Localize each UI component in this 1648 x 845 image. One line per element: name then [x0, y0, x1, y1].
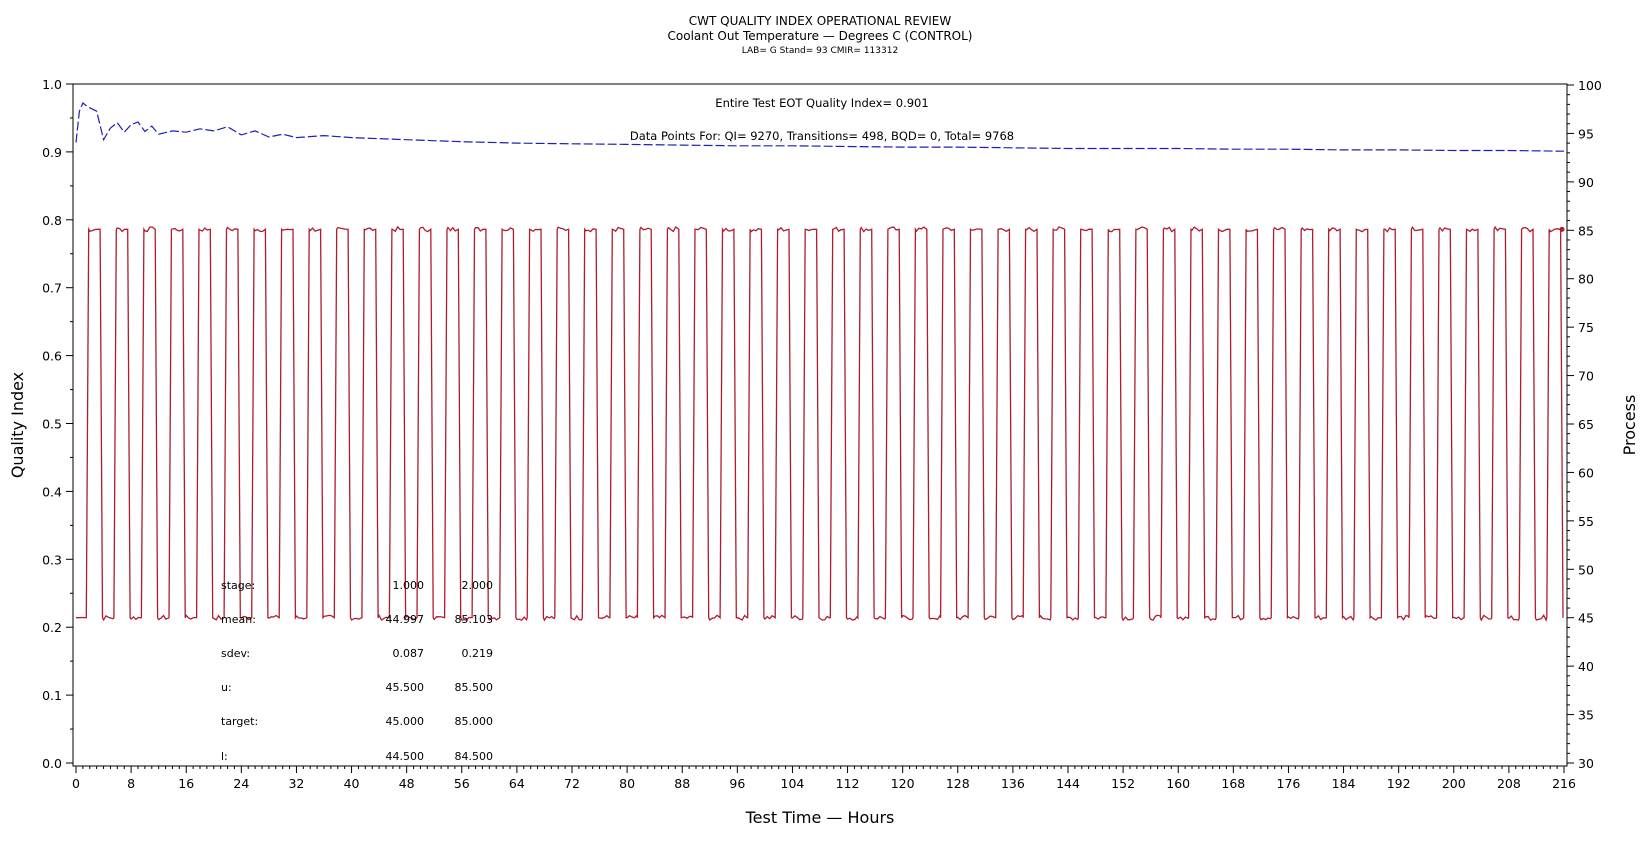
x-tick-label: 160	[1166, 776, 1190, 791]
x-tick-label: 56	[454, 776, 470, 791]
x-tick-label: 0	[72, 776, 80, 791]
y-left-tick-label: 0.8	[42, 213, 62, 228]
y-right-tick-label: 90	[1578, 175, 1594, 190]
x-tick-label: 72	[564, 776, 580, 791]
y-axis-label-left: Quality Index	[8, 372, 27, 478]
y-right-tick-label: 35	[1578, 708, 1594, 723]
stat-value-stage-2: 85.103	[455, 613, 494, 626]
y-axis-label-right: Process	[1620, 395, 1639, 456]
y-right-tick-label: 50	[1578, 562, 1594, 577]
y-right-tick-label: 75	[1578, 320, 1594, 335]
stats-table: stage: 1.000 2.000 mean: 44.997 85.103 sdev: 0.…	[221, 579, 493, 763]
x-tick-label: 216	[1552, 776, 1576, 791]
x-tick-label: 48	[399, 776, 415, 791]
y-left-tick-label: 0.2	[42, 620, 62, 635]
x-axis-label: Test Time — Hours	[745, 808, 895, 827]
stat-label: sdev:	[221, 647, 250, 660]
series-line-coolant-out-temperature	[76, 225, 1564, 622]
stat-value-stage-1: 45.500	[386, 681, 425, 694]
x-tick-label: 208	[1497, 776, 1521, 791]
x-tick-label: 80	[619, 776, 635, 791]
x-tick-label: 104	[781, 776, 805, 791]
y-right-tick-label: 95	[1578, 126, 1594, 141]
x-tick-label: 176	[1277, 776, 1301, 791]
y-left-tick-label: 0.3	[42, 552, 62, 567]
y-right-tick-label: 45	[1578, 611, 1594, 626]
x-tick-label: 200	[1442, 776, 1466, 791]
series-group	[75, 102, 1565, 622]
y-left-tick-label: 0.6	[42, 349, 62, 364]
plot-frame	[72, 83, 1568, 767]
x-tick-label: 152	[1111, 776, 1135, 791]
stat-value-stage-1: 45.000	[386, 715, 425, 728]
x-tick-label: 88	[674, 776, 690, 791]
y-right-tick-label: 70	[1578, 369, 1594, 384]
chart-subtitle: Coolant Out Temperature — Degrees C (CON…	[668, 29, 973, 43]
stat-value-stage-2: 85.500	[455, 681, 494, 694]
stat-label: target:	[221, 715, 258, 728]
x-tick-label: 112	[836, 776, 860, 791]
y-left-tick-label: 0.4	[42, 484, 62, 499]
chart-subtitle-2: LAB= G Stand= 93 CMIR= 113312	[742, 46, 898, 56]
series-end-marker	[1559, 226, 1565, 232]
x-tick-label: 128	[946, 776, 970, 791]
stat-value-stage-2: 84.500	[455, 750, 494, 763]
y-right-tick-label: 30	[1578, 756, 1594, 771]
series-line-quality-index	[75, 102, 1565, 152]
x-tick-label: 136	[1001, 776, 1025, 791]
x-tick-label: 8	[127, 776, 135, 791]
y-left-tick-label: 0.1	[42, 688, 62, 703]
x-tick-label: 64	[509, 776, 525, 791]
x-tick-label: 40	[344, 776, 360, 791]
data-points-annotation: Data Points For: QI= 9270, Transitions= …	[630, 129, 1014, 143]
x-tick-label: 120	[891, 776, 915, 791]
stat-value-stage-2: 0.219	[462, 647, 494, 660]
y-left-tick-label: 0.5	[42, 417, 62, 432]
y-right-tick-label: 40	[1578, 659, 1594, 674]
y-left-tick-label: 0.9	[42, 145, 62, 160]
y-right-tick-label: 55	[1578, 514, 1594, 529]
stat-value-stage-1: 0.087	[393, 647, 425, 660]
stat-value-stage-1: 1.000	[393, 579, 425, 592]
axes: 0 8 16 24 32 40 48 56 64 72 80 88 96 104 112 120 128 136 1…	[42, 77, 1602, 791]
stat-value-stage-2: 85.000	[455, 715, 494, 728]
stat-label: mean:	[221, 613, 256, 626]
stat-value-stage-1: 44.500	[386, 750, 425, 763]
stat-value-stage-2: 2.000	[462, 579, 494, 592]
x-tick-label: 16	[178, 776, 194, 791]
x-tick-label: 192	[1387, 776, 1411, 791]
x-tick-label: 184	[1332, 776, 1356, 791]
stat-label: l:	[221, 750, 228, 763]
x-tick-label: 32	[288, 776, 304, 791]
stat-label: stage:	[221, 579, 255, 592]
y-right-tick-label: 65	[1578, 417, 1594, 432]
y-left-tick-label: 0.7	[42, 281, 62, 296]
quality-index-annotation: Entire Test EOT Quality Index= 0.901	[715, 96, 928, 110]
x-tick-label: 24	[233, 776, 249, 791]
stat-value-stage-1: 44.997	[386, 613, 425, 626]
x-tick-label: 144	[1056, 776, 1080, 791]
x-tick-label: 168	[1221, 776, 1245, 791]
y-right-tick-label: 100	[1578, 78, 1602, 93]
y-right-tick-label: 60	[1578, 465, 1594, 480]
x-tick-label: 96	[729, 776, 745, 791]
stat-label: u:	[221, 681, 232, 694]
y-left-tick-label: 0.0	[42, 756, 62, 771]
y-left-tick-label: 1.0	[42, 77, 62, 92]
y-right-tick-label: 80	[1578, 272, 1594, 287]
chart-title: CWT QUALITY INDEX OPERATIONAL REVIEW	[689, 14, 952, 28]
y-right-tick-label: 85	[1578, 223, 1594, 238]
